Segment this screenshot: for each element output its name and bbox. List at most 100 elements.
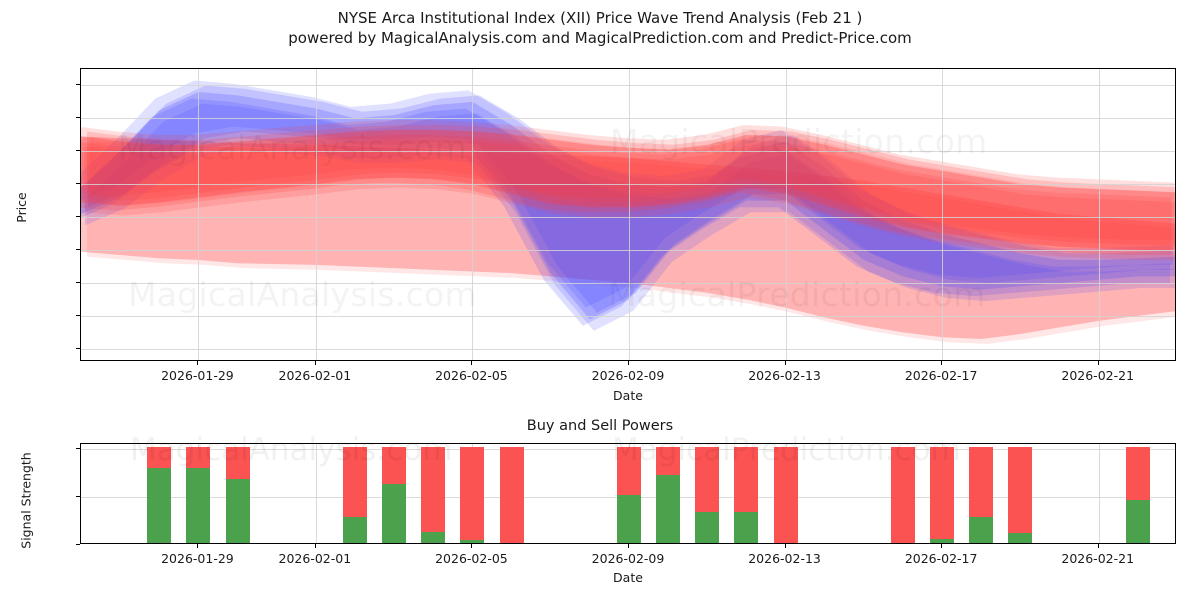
- y-tick-mark: [76, 183, 80, 185]
- y-tick-mark: [76, 84, 80, 86]
- signal-bar[interactable]: [421, 446, 446, 543]
- price-y-axis-label: Price: [13, 192, 29, 223]
- signal-bar[interactable]: [343, 446, 367, 543]
- x-tick-mark: [1097, 361, 1099, 365]
- gridline-vertical: [472, 69, 474, 360]
- x-tick-label: 2026-02-01: [278, 551, 352, 566]
- signal-bar[interactable]: [186, 446, 211, 543]
- signal-y-axis-label: Signal Strength: [18, 452, 34, 549]
- signal-chart-title: Buy and Sell Powers: [526, 418, 674, 434]
- signal-bar[interactable]: [969, 446, 994, 543]
- signal-bar[interactable]: [147, 446, 172, 543]
- buy-power-segment: [695, 512, 720, 543]
- gridline-horizontal: [81, 250, 1175, 252]
- gridline-horizontal: [81, 217, 1175, 219]
- x-tick-label: 2026-02-09: [591, 368, 665, 383]
- price-chart-plot-area: [80, 68, 1176, 361]
- x-tick-label: 2026-01-29: [161, 551, 234, 566]
- sell-power-segment: [891, 446, 915, 543]
- x-tick-label: 2026-02-13: [748, 551, 821, 566]
- signal-bar[interactable]: [460, 446, 485, 543]
- signal-bar[interactable]: [1008, 446, 1033, 543]
- sell-power-segment: [460, 446, 485, 541]
- sell-power-segment: [617, 446, 641, 495]
- x-tick-label: 2026-02-01: [278, 368, 352, 383]
- buy-power-segment: [460, 540, 485, 543]
- sell-power-segment: [695, 446, 720, 513]
- signal-bar[interactable]: [734, 446, 759, 543]
- sell-power-segment: [343, 446, 367, 518]
- gridline-horizontal: [81, 282, 1175, 284]
- sell-power-segment: [734, 446, 759, 513]
- sell-power-segment: [969, 446, 994, 518]
- signal-bar[interactable]: [225, 446, 250, 543]
- x-tick-label: 2026-02-05: [435, 368, 508, 383]
- buy-power-segment: [343, 517, 367, 543]
- signal-bar[interactable]: [891, 446, 915, 543]
- x-tick-label: 2026-02-17: [904, 551, 978, 566]
- x-tick-label: 2026-02-09: [591, 551, 665, 566]
- signal-x-axis-label: Date: [613, 570, 643, 585]
- buy-power-segment: [147, 467, 172, 543]
- x-tick-mark: [941, 544, 943, 548]
- x-tick-mark: [1097, 544, 1099, 548]
- wave-band: [81, 98, 1170, 326]
- signal-bar[interactable]: [930, 446, 955, 543]
- gridline-vertical: [1098, 69, 1100, 360]
- buy-power-segment: [734, 512, 759, 543]
- x-tick-mark: [314, 361, 316, 365]
- wave-band: [81, 129, 1175, 251]
- sell-power-segment: [499, 446, 524, 543]
- signal-bar[interactable]: [617, 446, 641, 543]
- sell-power-segment: [186, 446, 211, 468]
- page-subtitle: powered by MagicalAnalysis.com and Magic…: [288, 29, 912, 47]
- price-x-axis-label: Date: [613, 388, 643, 403]
- signal-chart-plot-area: [80, 443, 1176, 544]
- x-tick-mark: [784, 361, 786, 365]
- buy-power-segment: [930, 539, 955, 543]
- buy-power-segment: [382, 484, 407, 543]
- signal-bar[interactable]: [656, 446, 681, 543]
- sell-power-segment: [421, 446, 446, 533]
- wave-band: [81, 120, 1174, 241]
- buy-power-segment: [969, 517, 994, 543]
- x-tick-label: 2026-01-29: [161, 368, 234, 383]
- y-tick-mark: [76, 150, 80, 152]
- y-tick-mark: [76, 281, 80, 283]
- x-tick-label: 2026-02-17: [904, 368, 978, 383]
- signal-bar[interactable]: [499, 446, 524, 543]
- wave-band: [88, 85, 1175, 313]
- chart-title-block: NYSE Arca Institutional Index (XII) Pric…: [0, 8, 1200, 48]
- signal-bar[interactable]: [773, 446, 798, 543]
- signal-bar[interactable]: [695, 446, 720, 543]
- y-tick-mark: [76, 216, 80, 218]
- x-tick-mark: [941, 361, 943, 365]
- buy-power-segment: [421, 532, 446, 543]
- gridline-horizontal: [81, 184, 1175, 186]
- signal-bar[interactable]: [382, 446, 407, 543]
- gridline-vertical: [315, 444, 317, 543]
- sell-power-segment: [147, 446, 172, 468]
- gridline-horizontal: [81, 315, 1175, 317]
- wave-band: [81, 136, 1175, 339]
- gridline-horizontal: [81, 118, 1175, 120]
- x-tick-mark: [628, 361, 629, 365]
- sell-power-segment: [1008, 446, 1033, 534]
- x-tick-mark: [628, 544, 629, 548]
- gridline-vertical: [785, 69, 787, 360]
- x-tick-label: 2026-02-21: [1061, 551, 1135, 566]
- buy-power-segment: [186, 467, 211, 543]
- gridline-horizontal: [81, 85, 1175, 87]
- gridline-vertical: [1098, 444, 1100, 543]
- y-tick-mark: [76, 314, 80, 316]
- buy-power-segment: [617, 494, 641, 543]
- y-tick-mark: [76, 447, 80, 449]
- x-tick-mark: [471, 361, 473, 365]
- buy-power-segment: [656, 474, 681, 543]
- signal-bar[interactable]: [1125, 446, 1150, 543]
- sell-power-segment: [225, 446, 250, 479]
- x-tick-mark: [197, 361, 199, 365]
- sell-power-segment: [773, 446, 798, 543]
- page-title: NYSE Arca Institutional Index (XII) Pric…: [337, 9, 863, 27]
- sell-power-segment: [656, 446, 681, 475]
